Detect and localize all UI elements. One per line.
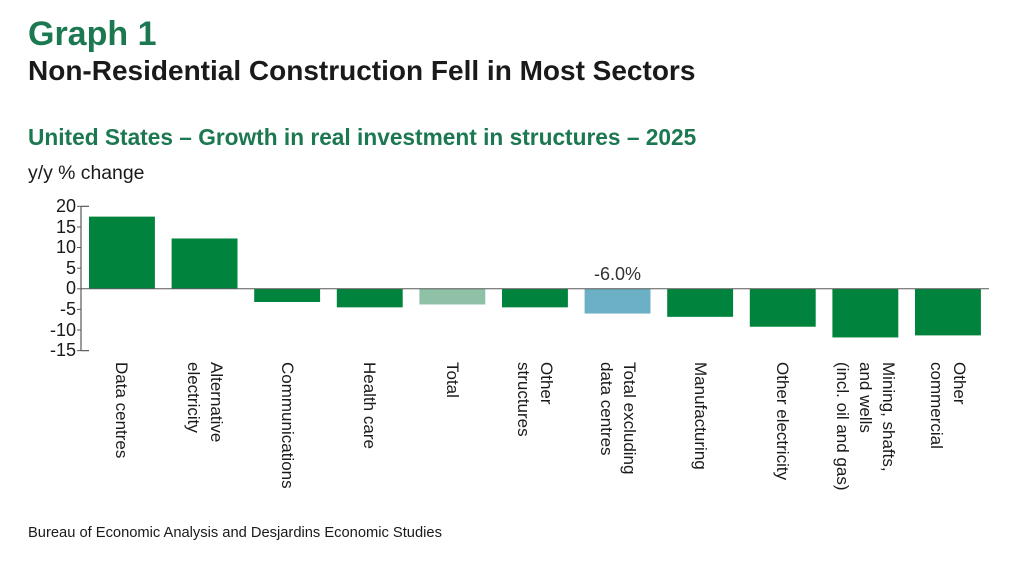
svg-text:-6.0%: -6.0% (594, 264, 641, 284)
